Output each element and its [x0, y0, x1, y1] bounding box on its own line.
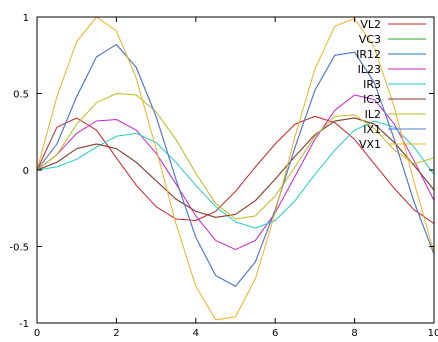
x-tick-label: 4: [193, 328, 199, 339]
legend-label-ic3: IC3: [363, 93, 381, 106]
legend-label-il23: IL23: [358, 63, 381, 76]
legend-label-vx1: VX1: [359, 138, 381, 151]
x-tick-label: 10: [428, 328, 438, 339]
x-tick-label: 8: [351, 328, 357, 339]
legend-label-vc3: VC3: [359, 33, 381, 46]
legend-label-ir3: IR3: [363, 78, 381, 91]
legend-label-ix1: IX1: [363, 123, 381, 136]
y-tick-label: -0.5: [9, 243, 29, 254]
y-axis: 1 0.5 0 -0.5 -1: [9, 13, 434, 330]
x-tick-label: 2: [113, 328, 119, 339]
x-axis: 0 2 4 6 8 10: [34, 17, 438, 339]
legend-label-vl2: VL2: [360, 18, 381, 31]
series-line-vl2: [36, 115, 435, 225]
y-tick-label: 0.5: [13, 90, 29, 101]
legend-label-ir12: IR12: [356, 48, 381, 61]
x-tick-label: 6: [272, 328, 278, 339]
series-line-il23: [36, 94, 435, 251]
series-line-vx1: [36, 16, 435, 321]
legend-label-il2: IL2: [365, 108, 381, 121]
y-tick-label: -1: [19, 319, 29, 330]
plot-lines: [36, 16, 435, 321]
y-tick-label: 1: [23, 13, 29, 24]
series-line-ic3: [36, 117, 435, 218]
series-line-il2: [36, 93, 435, 220]
x-tick-label: 0: [34, 328, 40, 339]
series-line-ix1: [36, 44, 435, 287]
y-tick-label: 0: [23, 166, 29, 177]
legend: VL2 VC3 IR12 IL23 IR3 IC3 IL2 IX1 VX1: [356, 18, 426, 151]
